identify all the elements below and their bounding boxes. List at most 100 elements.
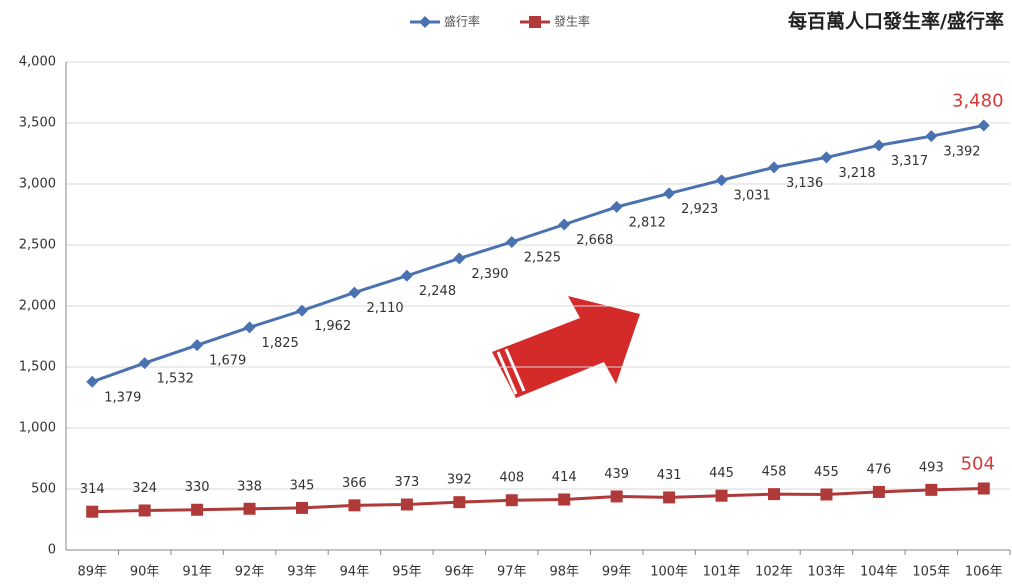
x-tick-label: 105年 <box>912 565 950 580</box>
data-label: 2,110 <box>366 301 403 316</box>
marker <box>243 321 256 334</box>
marker <box>453 496 466 509</box>
y-tick-label: 3,500 <box>19 116 56 131</box>
marker <box>872 485 885 498</box>
marker <box>663 187 676 200</box>
marker <box>663 491 676 504</box>
y-tick-label: 1,000 <box>19 421 56 436</box>
marker <box>348 499 361 512</box>
data-label: 1,962 <box>314 319 351 334</box>
y-tick-label: 500 <box>31 482 56 497</box>
x-tick-label: 91年 <box>182 565 212 580</box>
data-label: 330 <box>185 480 210 495</box>
data-label: 455 <box>814 465 839 480</box>
marker <box>872 139 885 152</box>
marker <box>296 501 308 514</box>
trend-arrow <box>492 296 640 398</box>
data-label: 1,379 <box>104 390 141 405</box>
data-label: 504 <box>961 454 995 475</box>
data-label: 431 <box>657 468 682 483</box>
x-tick-label: 98年 <box>549 565 579 580</box>
x-tick-label: 101年 <box>703 565 741 580</box>
y-tick-label: 0 <box>48 543 56 558</box>
marker <box>610 490 623 503</box>
x-tick-label: 104年 <box>860 565 898 580</box>
data-label: 2,923 <box>681 202 718 217</box>
marker <box>243 502 256 515</box>
data-label: 3,136 <box>786 176 823 191</box>
legend-marker <box>419 16 431 28</box>
marker <box>820 488 833 501</box>
series-line <box>92 487 984 514</box>
data-label: 414 <box>552 470 577 485</box>
marker <box>86 375 99 388</box>
marker <box>925 130 938 143</box>
marker <box>715 489 728 502</box>
data-label: 373 <box>394 475 419 490</box>
data-label: 324 <box>132 481 157 496</box>
marker <box>558 493 571 506</box>
x-tick-label: 89年 <box>77 565 107 580</box>
legend-marker <box>529 16 541 28</box>
x-tick-label: 106年 <box>965 565 1003 580</box>
y-tick-label: 4,000 <box>19 55 56 70</box>
marker <box>715 174 728 187</box>
legend-label: 盛行率 <box>444 14 480 29</box>
y-tick-label: 2,000 <box>19 299 56 314</box>
x-tick-label: 92年 <box>235 565 265 580</box>
data-label: 408 <box>499 471 524 486</box>
data-label: 366 <box>342 476 367 491</box>
marker <box>768 488 780 501</box>
data-label: 2,668 <box>576 233 613 248</box>
data-label: 493 <box>919 460 944 475</box>
data-label: 3,392 <box>943 145 980 160</box>
data-label: 445 <box>709 466 734 481</box>
legend-label: 發生率 <box>554 14 590 29</box>
data-label: 3,480 <box>952 90 1004 111</box>
marker <box>977 119 990 132</box>
data-label: 1,825 <box>262 336 299 351</box>
data-label: 439 <box>604 467 629 482</box>
chart-title: 每百萬人口發生率/盛行率 <box>788 10 1004 33</box>
x-tick-label: 94年 <box>340 565 370 580</box>
marker <box>925 483 938 496</box>
x-tick-label: 99年 <box>602 565 632 580</box>
data-label: 2,248 <box>419 284 456 299</box>
marker <box>768 161 780 174</box>
data-label: 345 <box>290 478 315 493</box>
y-tick-label: 2,500 <box>19 238 56 253</box>
x-tick-label: 100年 <box>650 565 688 580</box>
data-label: 2,525 <box>524 250 561 265</box>
data-label: 338 <box>237 479 262 494</box>
marker <box>400 498 413 511</box>
data-label: 314 <box>80 482 105 497</box>
data-label: 392 <box>447 473 472 488</box>
x-tick-label: 97年 <box>497 565 527 580</box>
data-label: 458 <box>762 465 787 480</box>
data-label: 3,031 <box>734 189 771 204</box>
data-label: 476 <box>866 462 891 477</box>
marker <box>348 286 361 299</box>
marker <box>191 339 204 352</box>
x-tick-label: 102年 <box>755 565 793 580</box>
data-label: 2,812 <box>629 215 666 230</box>
marker <box>977 482 990 495</box>
marker <box>138 504 151 517</box>
marker <box>191 503 204 516</box>
x-tick-label: 90年 <box>130 565 160 580</box>
marker <box>820 151 833 164</box>
x-tick-label: 96年 <box>445 565 475 580</box>
marker <box>558 218 571 231</box>
marker <box>400 269 413 282</box>
marker <box>453 252 466 265</box>
marker <box>505 235 518 248</box>
data-label: 3,218 <box>838 166 875 181</box>
marker <box>138 357 151 370</box>
data-label: 2,390 <box>471 267 508 282</box>
x-tick-label: 93年 <box>287 565 317 580</box>
marker <box>296 304 308 317</box>
data-label: 1,532 <box>157 372 194 387</box>
data-label: 1,679 <box>209 354 246 369</box>
x-tick-label: 103年 <box>808 565 846 580</box>
